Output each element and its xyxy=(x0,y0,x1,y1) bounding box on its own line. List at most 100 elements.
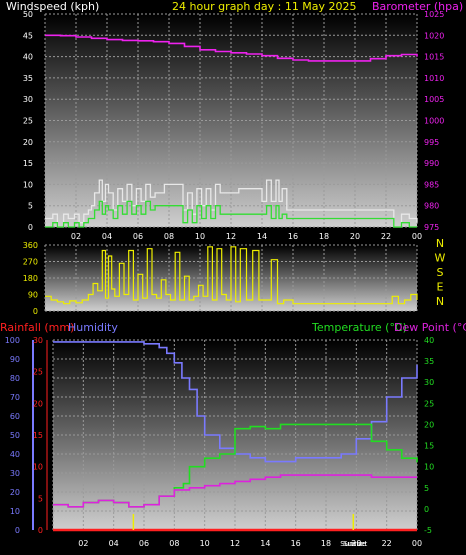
temperature-axis-label: Temperature (°C) xyxy=(311,321,407,334)
humidity-tick-label: 90 xyxy=(10,355,20,364)
humidity-axis-label: Humidity xyxy=(68,321,118,334)
temperature-humidity-panel: 0 10 20 30 40 50 60 70 80 90 100 0 5 10 15 20 25 30 -5 0 5… xyxy=(0,321,466,548)
time-tick-labels: 02 04 06 08 10 12 14 16 18 20 22 00 xyxy=(71,232,422,241)
temperature-tick-label: -5 xyxy=(424,526,432,535)
rainfall-tick-labels: 0 5 10 15 20 25 30 xyxy=(33,336,48,535)
time-tick-label: 10 xyxy=(195,232,205,241)
time-tick-label: 08 xyxy=(164,232,174,241)
temperature-tick-label: 30 xyxy=(424,378,434,387)
windspeed-tick-label: 20 xyxy=(23,138,33,147)
dewpoint-line xyxy=(53,474,417,508)
time-tick-label: 16 xyxy=(291,539,301,548)
barometer-tick-label: 1005 xyxy=(424,95,444,104)
direction-tick-label: 0 xyxy=(33,307,38,316)
time-tick-label: 20 xyxy=(351,539,361,548)
temperature-tick-label: 10 xyxy=(424,463,434,472)
temperature-tick-label: 5 xyxy=(424,484,429,493)
sunrise-label: Sunrise xyxy=(340,540,366,548)
compass-label: N xyxy=(436,237,444,250)
windspeed-tick-label: 25 xyxy=(23,117,33,126)
windspeed-tick-labels: 0 5 10 15 20 25 30 35 40 45 50 xyxy=(23,10,33,232)
time-tick-label: 02 xyxy=(78,539,88,548)
windspeed-tick-label: 30 xyxy=(23,95,33,104)
windspeed-tick-label: 10 xyxy=(23,180,33,189)
barometer-tick-label: 985 xyxy=(424,180,439,189)
humidity-tick-label: 70 xyxy=(10,393,20,402)
humidity-tick-label: 60 xyxy=(10,412,20,421)
humidity-tick-label: 80 xyxy=(10,374,20,383)
compass-label: W xyxy=(435,252,446,265)
windspeed-tick-label: 50 xyxy=(23,10,33,19)
humidity-tick-label: 50 xyxy=(10,431,20,440)
temperature-tick-label: 15 xyxy=(424,442,434,451)
windspeed-tick-label: 5 xyxy=(28,202,33,211)
direction-tick-label: 180 xyxy=(23,274,38,283)
time-tick-label: 14 xyxy=(257,232,267,241)
barometer-tick-label: 995 xyxy=(424,138,439,147)
compass-label: S xyxy=(437,266,444,279)
time-tick-label: 04 xyxy=(109,539,119,548)
barometer-tick-label: 1010 xyxy=(424,74,444,83)
time-tick-label: 22 xyxy=(381,232,391,241)
compass-label: N xyxy=(436,295,444,308)
series-lines xyxy=(53,341,418,532)
time-tick-label: 08 xyxy=(169,539,179,548)
barometer-axis-label: Barometer (hpa) xyxy=(372,0,463,13)
windspeed-tick-label: 45 xyxy=(23,31,33,40)
temperature-tick-label: 0 xyxy=(424,505,429,514)
humidity-tick-label: 20 xyxy=(10,488,20,497)
time-tick-label: 20 xyxy=(350,232,360,241)
rainfall-tick-label: 5 xyxy=(38,494,43,503)
barometer-line xyxy=(45,34,418,62)
barometer-tick-label: 990 xyxy=(424,159,439,168)
temperature-tick-label: 35 xyxy=(424,357,434,366)
windspeed-tick-label: 40 xyxy=(23,53,33,62)
rainfall-axis-label: Rainfall (mm) xyxy=(0,321,74,334)
windspeed-tick-label: 0 xyxy=(28,223,33,232)
barometer-tick-labels: 975 980 985 990 995 1000 1005 1010 1015 1020 1025 xyxy=(424,10,444,232)
sunset-label: Sunset xyxy=(343,540,367,548)
rainfall-tick-label: 10 xyxy=(33,463,43,472)
temperature-tick-label: 25 xyxy=(424,399,434,408)
time-tick-label: 14 xyxy=(260,539,270,548)
barometer-tick-label: 1020 xyxy=(424,31,444,40)
rainfall-tick-label: 15 xyxy=(33,431,43,440)
compass-label: E xyxy=(437,281,444,294)
time-tick-label: 18 xyxy=(319,232,329,241)
time-tick-label: 02 xyxy=(71,232,81,241)
barometer-tick-label: 975 xyxy=(424,223,439,232)
temperature-tick-label: 40 xyxy=(424,336,434,345)
windspeed-axis-label: Windspeed (kph) xyxy=(6,0,99,13)
time-tick-labels: 02 04 06 08 10 12 14 16 18 20 22 00 xyxy=(78,539,422,548)
humidity-tick-label: 40 xyxy=(10,450,20,459)
humidity-line xyxy=(53,341,418,463)
direction-tick-label: 90 xyxy=(28,291,38,300)
barometer-tick-label: 1000 xyxy=(424,117,444,126)
time-tick-label: 10 xyxy=(200,539,210,548)
humidity-tick-label: 0 xyxy=(15,526,20,535)
time-tick-label: 22 xyxy=(382,539,392,548)
wind-gust-line xyxy=(45,179,418,228)
time-tick-label: 04 xyxy=(102,232,112,241)
humidity-tick-label: 10 xyxy=(10,507,20,516)
series-lines xyxy=(45,34,418,228)
rainfall-tick-label: 25 xyxy=(33,368,43,377)
chart-title: 24 hour graph day : 11 May 2025 xyxy=(172,0,357,13)
rainfall-tick-label: 20 xyxy=(33,399,43,408)
temperature-tick-labels: -5 0 5 10 15 20 25 30 35 40 xyxy=(424,336,434,535)
time-tick-label: 18 xyxy=(321,539,331,548)
humidity-tick-label: 30 xyxy=(10,469,20,478)
time-tick-label: 06 xyxy=(139,539,149,548)
time-tick-label: 06 xyxy=(133,232,143,241)
time-tick-label: 12 xyxy=(230,539,240,548)
time-tick-label: 12 xyxy=(226,232,236,241)
windspeed-tick-label: 15 xyxy=(23,159,33,168)
windspeed-tick-label: 35 xyxy=(23,74,33,83)
series-lines xyxy=(45,246,418,305)
humidity-tick-labels: 0 10 20 30 40 50 60 70 80 90 100 xyxy=(5,336,34,535)
rainfall-tick-label: 0 xyxy=(38,526,43,535)
wind-direction-line xyxy=(45,246,418,305)
